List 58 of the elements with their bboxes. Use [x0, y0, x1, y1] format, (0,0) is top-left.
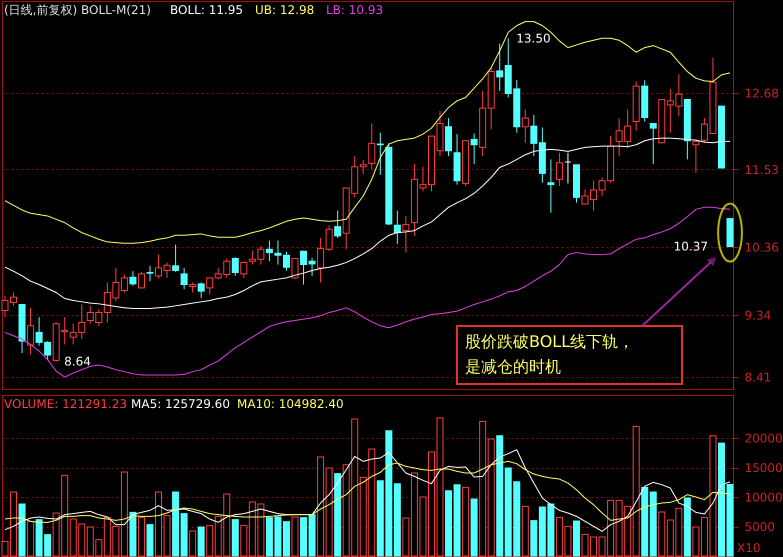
text: MA5: 125729.60	[131, 397, 230, 411]
candlestick	[138, 271, 145, 290]
candlestick	[232, 256, 239, 276]
text: BOLL: 11.95	[170, 3, 244, 17]
y-tick-label: 15000	[744, 461, 783, 476]
bar	[334, 473, 342, 556]
candlestick	[556, 152, 563, 187]
chart-title: (日线,前复权) BOLL-M(21)	[4, 3, 151, 17]
candlestick	[27, 307, 34, 355]
candlestick	[180, 267, 188, 290]
candlestick	[198, 282, 205, 298]
candlestick	[189, 282, 196, 293]
y-tick-label: 9.34	[744, 308, 772, 323]
text: X10	[737, 541, 760, 555]
bar	[232, 519, 239, 556]
candlestick	[522, 108, 529, 144]
candlestick	[376, 132, 384, 176]
candlestick	[692, 140, 700, 174]
bar	[684, 498, 691, 556]
y-tick-label: 11.53	[744, 162, 779, 177]
annotation: 13.50	[516, 31, 551, 46]
candlestick	[146, 265, 154, 282]
candlestick	[129, 270, 136, 286]
candlestick	[240, 260, 248, 278]
bar	[470, 498, 478, 556]
text: VOLUME: 121291.23	[4, 397, 127, 411]
candlestick	[78, 304, 86, 340]
annotation: 10.37	[674, 240, 708, 254]
y-tick-label: 5000	[744, 520, 776, 534]
candlestick	[445, 118, 452, 157]
y-tick-label: 10.36	[744, 240, 779, 255]
bar	[513, 481, 520, 556]
annotation: 8.64	[64, 354, 91, 369]
text: MA10: 104982.40	[237, 397, 344, 411]
y-tick-label: 20000	[744, 432, 783, 446]
candlestick	[650, 122, 657, 165]
candlestick	[547, 158, 554, 214]
y-tick-label: 10000	[744, 490, 783, 505]
y-tick-label: 12.68	[744, 86, 779, 100]
candlestick	[172, 244, 180, 272]
text: LB: 10.93	[326, 3, 384, 17]
candlestick	[402, 215, 410, 254]
line-series	[4, 460, 731, 523]
annotation: 股价跌破BOLL线下轨，是减仓的时机	[465, 332, 634, 376]
bar	[198, 526, 205, 556]
text: UB: 12.98	[255, 3, 314, 17]
y-tick-label: 8.41	[744, 370, 772, 385]
candlestick	[564, 152, 572, 184]
candlestick	[470, 132, 478, 165]
bar	[18, 504, 26, 556]
line-series	[4, 206, 731, 378]
candlestick	[334, 210, 342, 238]
candlestick	[368, 122, 376, 170]
bar	[146, 524, 154, 556]
bar	[572, 520, 580, 556]
bar	[129, 512, 136, 556]
candlestick	[223, 258, 230, 278]
line-series	[4, 449, 731, 532]
